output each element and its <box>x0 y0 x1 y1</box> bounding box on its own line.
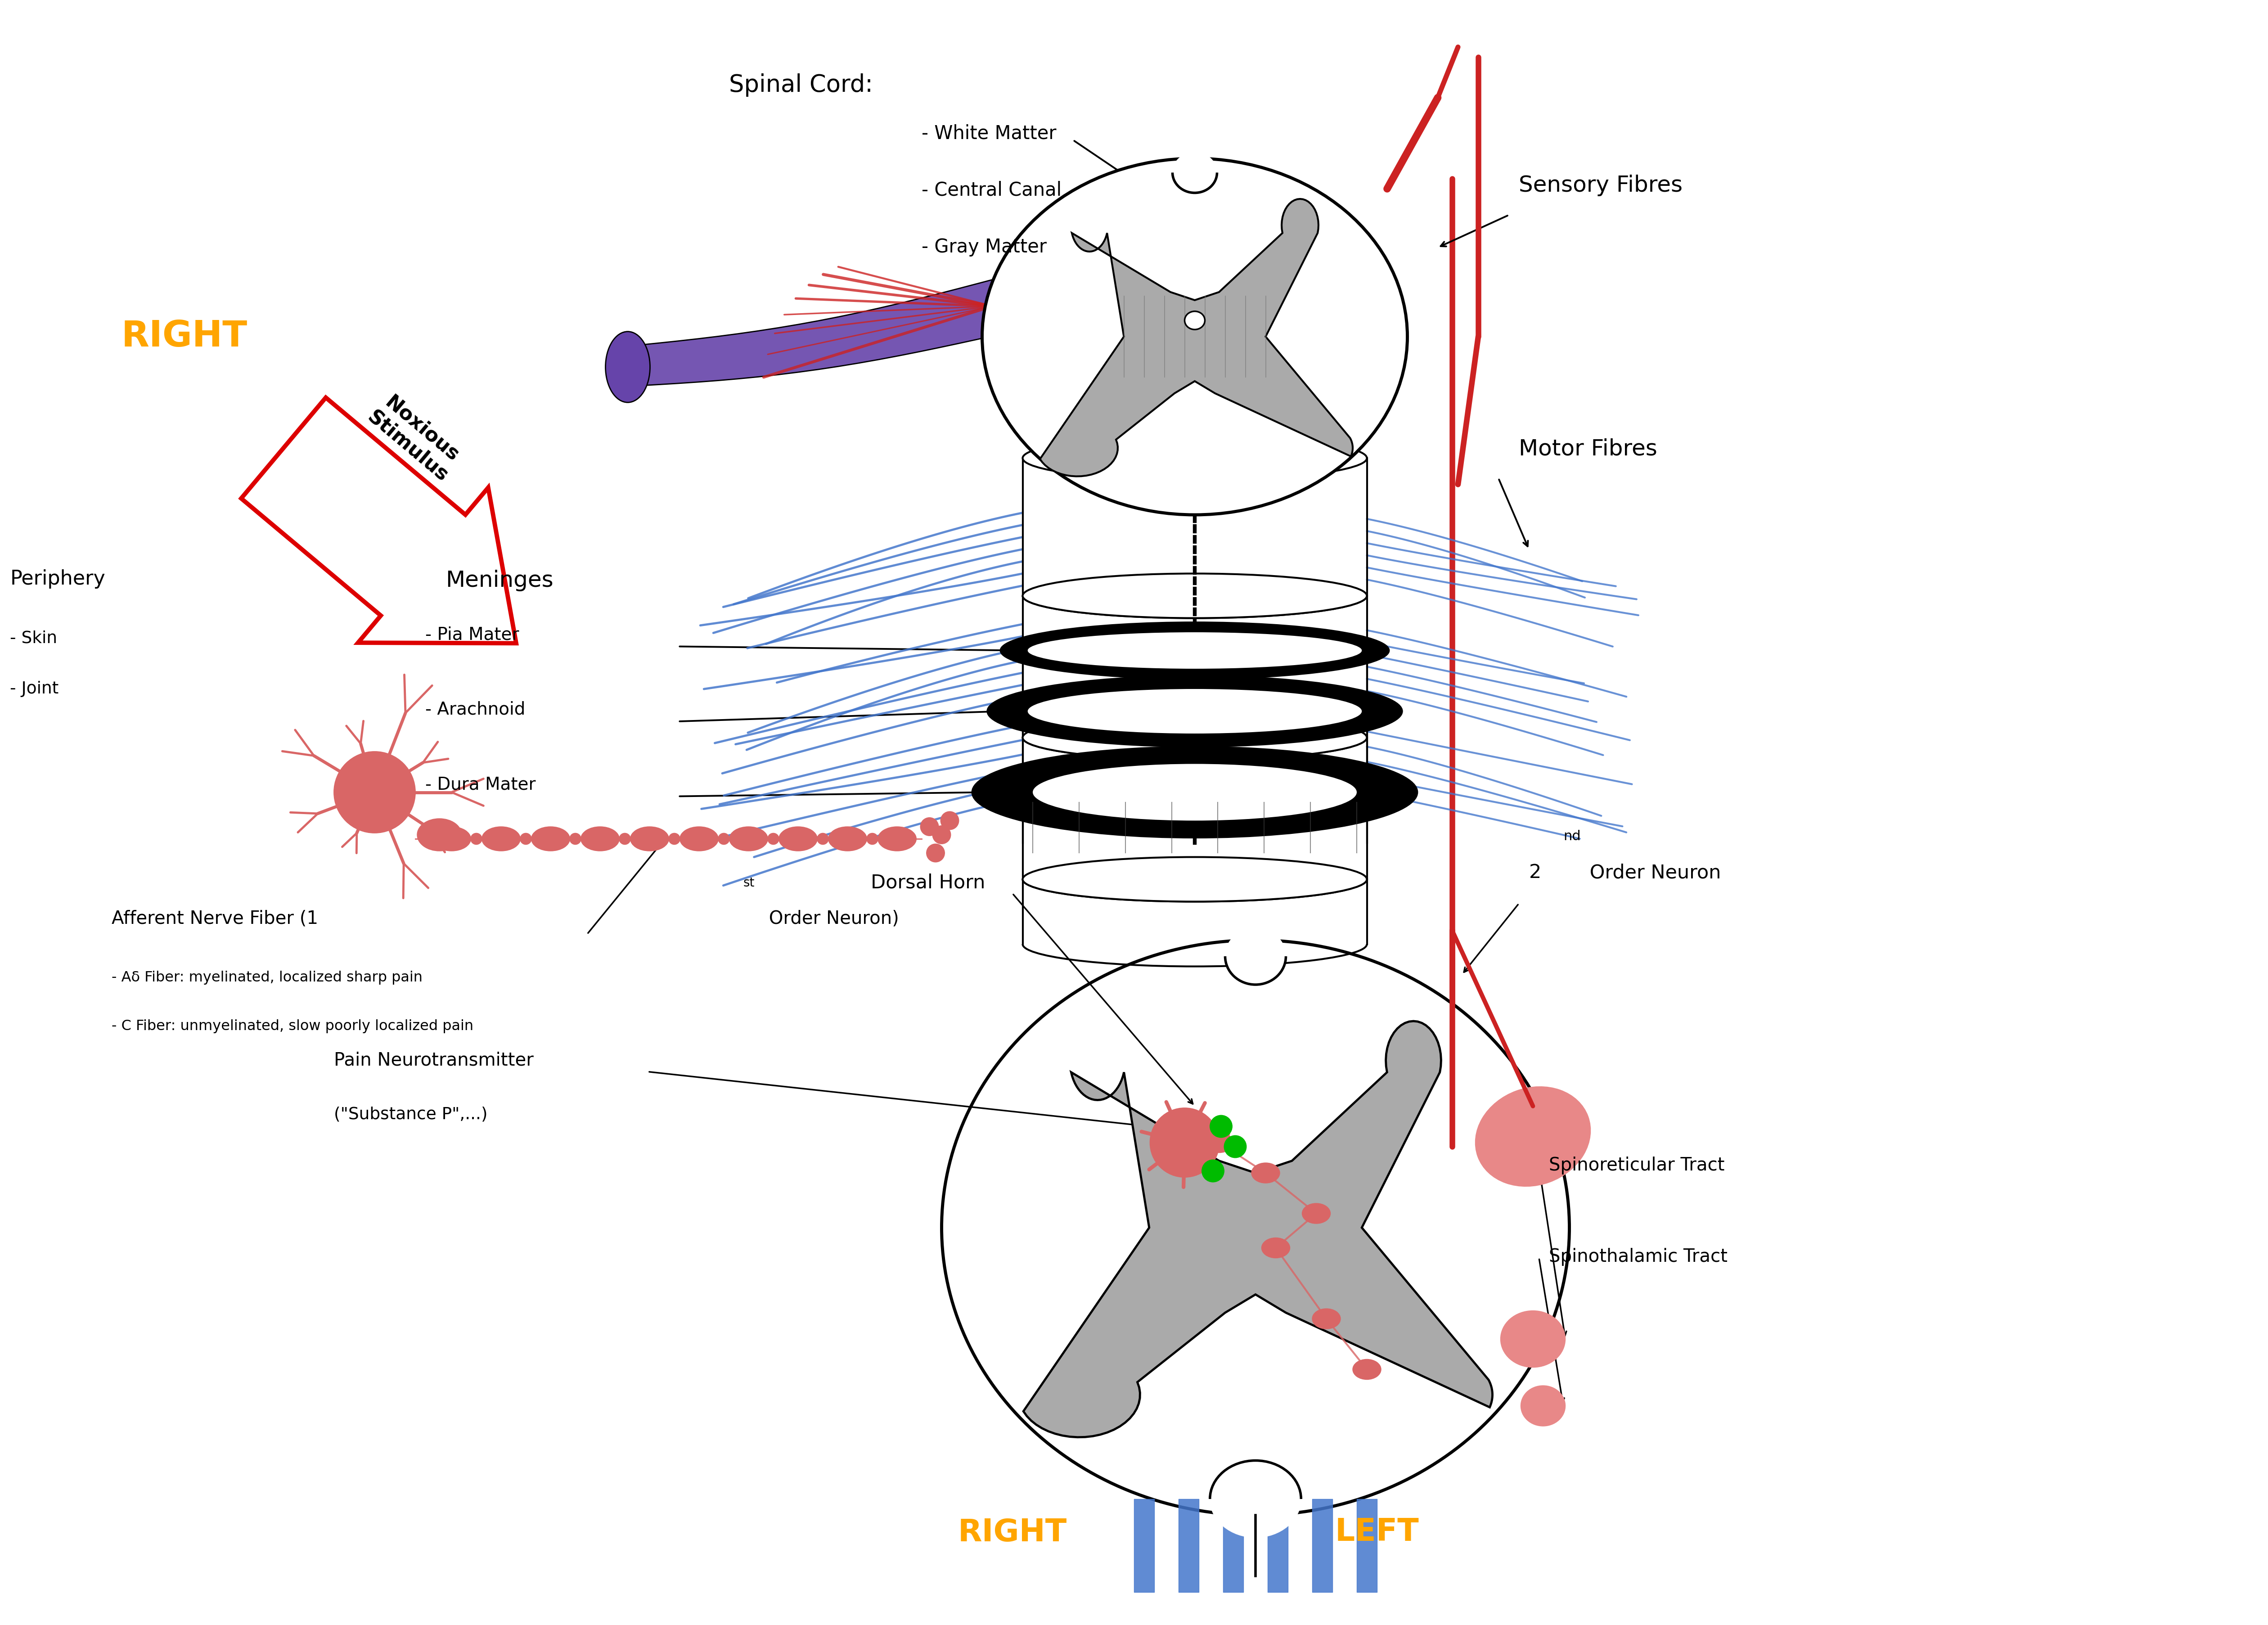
Polygon shape <box>240 398 517 644</box>
Text: Order Neuron): Order Neuron) <box>764 910 898 928</box>
Text: Pain Neurotransmitter: Pain Neurotransmitter <box>333 1051 533 1069</box>
Text: RIGHT: RIGHT <box>122 318 247 354</box>
Polygon shape <box>617 278 1000 387</box>
Text: - Dura Mater: - Dura Mater <box>426 777 535 793</box>
Polygon shape <box>1041 198 1352 476</box>
Ellipse shape <box>1027 689 1361 733</box>
Circle shape <box>941 811 959 830</box>
Ellipse shape <box>531 827 569 851</box>
Ellipse shape <box>1522 1386 1565 1427</box>
Text: - C Fiber: unmyelinated, slow poorly localized pain: - C Fiber: unmyelinated, slow poorly loc… <box>111 1019 474 1034</box>
Text: - Central Canal: - Central Canal <box>921 180 1061 200</box>
Circle shape <box>519 834 531 845</box>
Text: - Arachnoid: - Arachnoid <box>426 700 526 718</box>
Circle shape <box>619 834 631 845</box>
Text: st: st <box>744 878 755 889</box>
Ellipse shape <box>1027 632 1361 670</box>
Circle shape <box>1202 1160 1225 1181</box>
Text: LEFT: LEFT <box>1336 1518 1420 1547</box>
Ellipse shape <box>973 746 1418 838</box>
Text: ("Substance P",...): ("Substance P",...) <box>333 1107 488 1123</box>
Ellipse shape <box>1261 1238 1290 1258</box>
Text: - Aδ Fiber: myelinated, localized sharp pain: - Aδ Fiber: myelinated, localized sharp … <box>111 970 422 985</box>
Ellipse shape <box>1352 1358 1381 1380</box>
Ellipse shape <box>1204 1133 1234 1152</box>
Ellipse shape <box>433 827 472 851</box>
Circle shape <box>569 834 581 845</box>
Text: - Gray Matter: - Gray Matter <box>921 237 1046 257</box>
Ellipse shape <box>1173 153 1218 193</box>
Ellipse shape <box>1023 715 1368 760</box>
FancyBboxPatch shape <box>1023 738 1368 879</box>
Ellipse shape <box>778 827 816 851</box>
Text: Sensory Fibres: Sensory Fibres <box>1520 174 1683 197</box>
Ellipse shape <box>581 827 619 851</box>
Text: - Skin: - Skin <box>9 630 57 647</box>
Ellipse shape <box>1225 928 1286 985</box>
Ellipse shape <box>631 827 669 851</box>
Ellipse shape <box>1474 1087 1590 1186</box>
Ellipse shape <box>1184 312 1204 330</box>
Circle shape <box>932 825 950 843</box>
Circle shape <box>719 834 730 845</box>
Circle shape <box>767 834 778 845</box>
Text: nd: nd <box>1563 830 1581 843</box>
Ellipse shape <box>878 827 916 851</box>
Text: Afferent Nerve Fiber (1: Afferent Nerve Fiber (1 <box>111 910 318 928</box>
Text: Order Neuron: Order Neuron <box>1583 863 1721 882</box>
Circle shape <box>921 817 939 835</box>
Ellipse shape <box>680 827 719 851</box>
Ellipse shape <box>1313 1308 1340 1329</box>
Ellipse shape <box>941 941 1569 1514</box>
FancyBboxPatch shape <box>1023 879 1368 944</box>
Ellipse shape <box>828 827 866 851</box>
Text: RIGHT: RIGHT <box>957 1518 1066 1547</box>
Ellipse shape <box>1023 856 1368 902</box>
Circle shape <box>1209 1115 1232 1137</box>
Ellipse shape <box>606 332 651 403</box>
FancyBboxPatch shape <box>1023 458 1368 596</box>
Ellipse shape <box>982 158 1408 515</box>
FancyBboxPatch shape <box>1023 596 1368 738</box>
Text: Periphery: Periphery <box>9 569 107 588</box>
Text: Meninges: Meninges <box>445 569 553 592</box>
Ellipse shape <box>1501 1311 1565 1367</box>
Ellipse shape <box>1023 436 1368 481</box>
Circle shape <box>1150 1108 1220 1176</box>
Circle shape <box>866 834 878 845</box>
Ellipse shape <box>481 827 519 851</box>
Text: 2: 2 <box>1529 863 1542 882</box>
Circle shape <box>669 834 680 845</box>
Polygon shape <box>1023 1020 1492 1436</box>
Circle shape <box>925 843 946 863</box>
Text: Spinal Cord:: Spinal Cord: <box>728 73 873 97</box>
Text: Dorsal Horn: Dorsal Horn <box>871 873 984 892</box>
Ellipse shape <box>730 827 769 851</box>
Text: - White Matter: - White Matter <box>921 123 1057 143</box>
Text: Spinoreticular Tract: Spinoreticular Tract <box>1549 1157 1726 1175</box>
Ellipse shape <box>1023 574 1368 618</box>
Text: Spinothalamic Tract: Spinothalamic Tract <box>1549 1248 1728 1266</box>
Ellipse shape <box>1000 622 1388 679</box>
Ellipse shape <box>1209 1461 1302 1537</box>
Text: Noxious
Stimulus: Noxious Stimulus <box>363 390 467 486</box>
Circle shape <box>1225 1136 1247 1157</box>
Circle shape <box>333 752 415 832</box>
Text: - Joint: - Joint <box>9 681 59 697</box>
Text: Motor Fibres: Motor Fibres <box>1520 437 1658 460</box>
Ellipse shape <box>417 819 463 851</box>
Circle shape <box>816 834 828 845</box>
Ellipse shape <box>1252 1164 1279 1183</box>
Ellipse shape <box>1302 1204 1331 1224</box>
Ellipse shape <box>1032 764 1356 821</box>
Text: - Pia Mater: - Pia Mater <box>426 626 519 644</box>
Circle shape <box>472 834 483 845</box>
Ellipse shape <box>987 676 1402 746</box>
